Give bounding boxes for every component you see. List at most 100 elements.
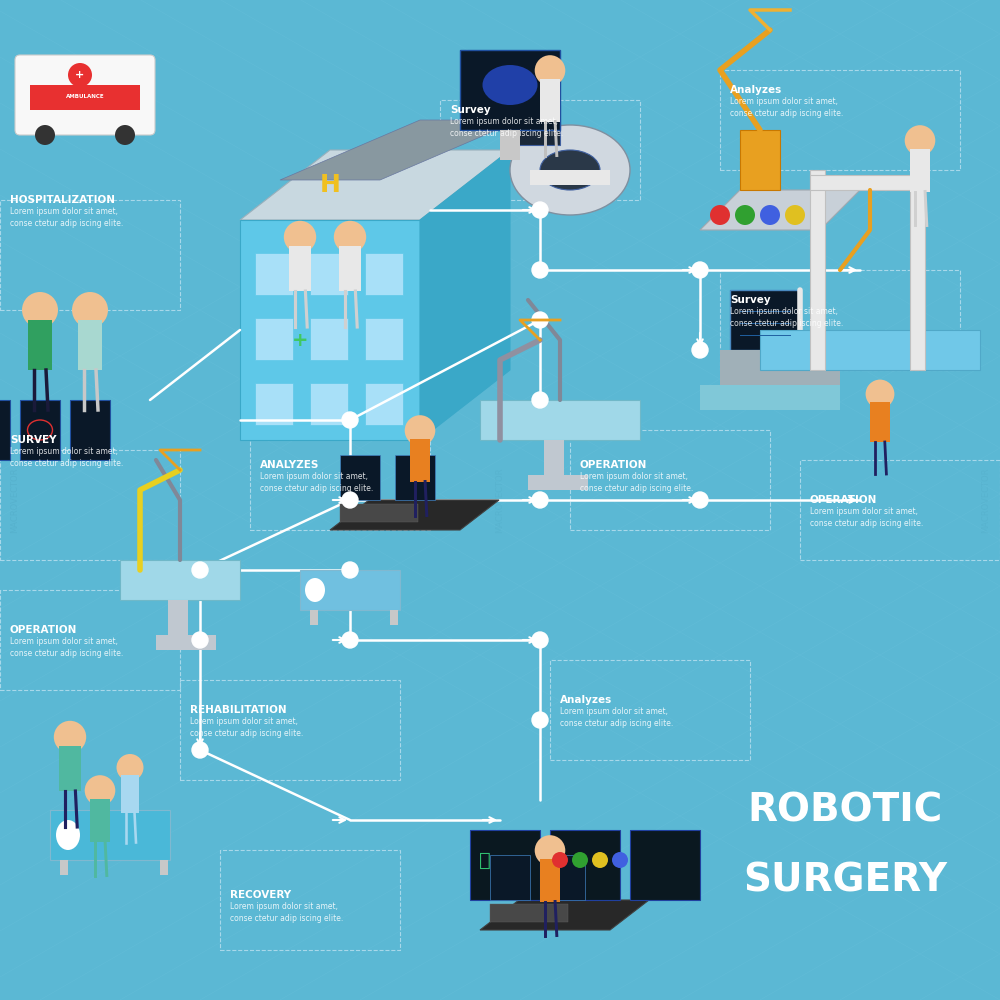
Text: RECOVERY: RECOVERY — [230, 890, 291, 900]
Bar — [340, 455, 380, 500]
Circle shape — [592, 852, 608, 868]
Circle shape — [535, 835, 565, 866]
Bar — [168, 600, 188, 640]
Circle shape — [692, 492, 708, 508]
Bar — [0, 400, 10, 460]
Polygon shape — [480, 900, 649, 930]
Bar — [20, 400, 60, 460]
Bar — [540, 859, 560, 902]
Bar — [70, 400, 110, 460]
Bar — [240, 220, 420, 440]
Bar — [310, 610, 318, 625]
Bar — [180, 680, 400, 780]
Bar — [365, 253, 403, 295]
Polygon shape — [420, 150, 510, 440]
Bar — [910, 149, 930, 192]
Bar — [480, 400, 640, 440]
Circle shape — [532, 632, 548, 648]
Circle shape — [35, 125, 55, 145]
Bar — [0, 200, 180, 310]
Circle shape — [535, 55, 565, 86]
Bar — [410, 439, 430, 482]
Text: MACROVECTOR: MACROVECTOR — [10, 467, 19, 533]
Circle shape — [532, 712, 548, 728]
Circle shape — [192, 632, 208, 648]
Circle shape — [342, 412, 358, 428]
Circle shape — [115, 125, 135, 145]
Bar — [250, 430, 430, 530]
Bar — [810, 175, 925, 190]
Bar — [255, 253, 293, 295]
Text: +: + — [75, 70, 85, 80]
Text: OPERATION: OPERATION — [580, 460, 647, 470]
Bar — [310, 318, 348, 360]
Text: ROBOTIC: ROBOTIC — [747, 791, 943, 829]
Bar — [470, 830, 540, 900]
Bar — [160, 860, 168, 875]
Text: Lorem ipsum dolor sit amet,
conse ctetur adip iscing elite.: Lorem ipsum dolor sit amet, conse ctetur… — [560, 707, 673, 728]
Text: Lorem ipsum dolor sit amet,
conse ctetur adip iscing elite.: Lorem ipsum dolor sit amet, conse ctetur… — [580, 472, 693, 493]
Text: Lorem ipsum dolor sit amet,
conse ctetur adip iscing elite.: Lorem ipsum dolor sit amet, conse ctetur… — [730, 97, 843, 118]
Polygon shape — [700, 190, 860, 230]
Bar — [700, 385, 840, 410]
Text: SURVEY: SURVEY — [10, 435, 56, 445]
Bar — [78, 320, 102, 370]
Text: MACROVECTOR: MACROVECTOR — [981, 467, 990, 533]
Text: OPERATION: OPERATION — [810, 495, 877, 505]
Text: Analyzes: Analyzes — [730, 85, 782, 95]
Text: Analyzes: Analyzes — [560, 695, 612, 705]
Bar — [300, 570, 400, 610]
Circle shape — [192, 742, 208, 758]
Circle shape — [710, 205, 730, 225]
Text: ANALYZES: ANALYZES — [260, 460, 319, 470]
FancyBboxPatch shape — [15, 55, 155, 135]
Bar — [530, 170, 610, 185]
Bar — [544, 440, 564, 480]
Text: OPERATION: OPERATION — [10, 625, 77, 635]
Bar — [0, 450, 180, 560]
Text: Lorem ipsum dolor sit amet,
conse ctetur adip iscing elite.: Lorem ipsum dolor sit amet, conse ctetur… — [260, 472, 373, 493]
Circle shape — [72, 292, 108, 328]
Polygon shape — [330, 500, 499, 530]
Bar — [550, 830, 620, 900]
Circle shape — [866, 380, 894, 408]
Bar — [255, 318, 293, 360]
Circle shape — [334, 221, 366, 253]
Bar — [340, 504, 418, 522]
Circle shape — [572, 852, 588, 868]
Bar — [545, 855, 585, 900]
Circle shape — [552, 852, 568, 868]
Text: Survey: Survey — [450, 105, 491, 115]
Bar — [540, 79, 560, 121]
Bar — [870, 402, 890, 442]
Bar — [59, 746, 81, 791]
Circle shape — [54, 721, 86, 753]
Text: HOSPITALIZATION: HOSPITALIZATION — [10, 195, 115, 205]
Bar — [720, 70, 960, 170]
Bar — [90, 799, 110, 842]
Circle shape — [532, 262, 548, 278]
Circle shape — [612, 852, 628, 868]
Bar — [395, 455, 435, 500]
Ellipse shape — [482, 65, 538, 105]
Bar — [0, 590, 180, 690]
Bar — [255, 383, 293, 425]
Text: MACROVECTOR: MACROVECTOR — [496, 467, 505, 533]
Polygon shape — [280, 120, 520, 180]
Ellipse shape — [510, 125, 630, 215]
Bar — [720, 270, 960, 370]
Bar — [60, 860, 68, 875]
Bar — [390, 610, 398, 625]
Ellipse shape — [56, 820, 80, 850]
Text: REHABILITATION: REHABILITATION — [190, 705, 287, 715]
Circle shape — [68, 63, 92, 87]
Bar — [505, 105, 560, 145]
Bar — [220, 850, 400, 950]
Circle shape — [532, 392, 548, 408]
Bar — [740, 130, 780, 190]
Bar — [730, 290, 800, 350]
Bar — [630, 830, 700, 900]
Text: Lorem ipsum dolor sit amet,
conse ctetur adip iscing elite.: Lorem ipsum dolor sit amet, conse ctetur… — [190, 717, 303, 738]
Bar — [50, 810, 170, 860]
Text: Lorem ipsum dolor sit amet,
conse ctetur adip iscing elite.: Lorem ipsum dolor sit amet, conse ctetur… — [810, 507, 923, 528]
